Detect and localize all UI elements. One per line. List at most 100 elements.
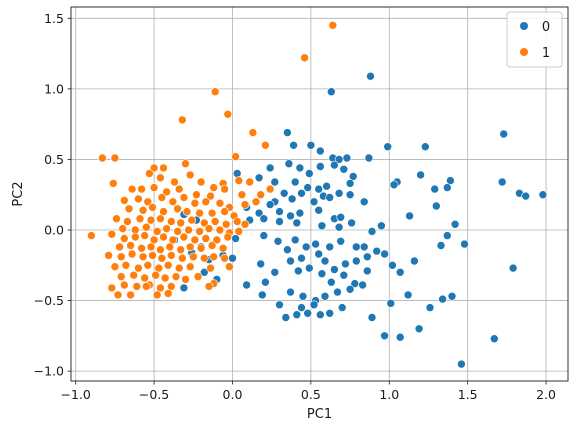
scatter-point-1: [168, 197, 178, 207]
x-ticks: −1.0 −0.5 0.0 0.5 1.0 1.5 2.0: [61, 381, 556, 402]
scatter-point-0: [315, 310, 325, 320]
scatter-point-0: [330, 265, 339, 274]
scatter-point-1: [134, 263, 143, 273]
scatter-point-1: [221, 220, 231, 229]
scatter-point-0: [283, 128, 292, 137]
scatter-point-1: [143, 197, 153, 207]
scatter-point-1: [174, 263, 184, 273]
scatter-point-0: [364, 153, 374, 163]
scatter-point-1: [154, 263, 164, 273]
scatter-point-0: [179, 283, 189, 293]
scatter-point-1: [146, 215, 156, 225]
scatter-point-1: [116, 252, 126, 262]
data-points: [87, 20, 548, 369]
scatter-point-0: [286, 256, 295, 266]
scatter-point-1: [185, 262, 195, 272]
scatter-point-1: [138, 252, 148, 262]
scatter-point-0: [442, 183, 452, 192]
scatter-point-0: [301, 242, 311, 252]
scatter-point-1: [163, 289, 173, 298]
scatter-point-0: [297, 253, 306, 263]
scatter-point-1: [176, 245, 185, 254]
scatter-point-0: [303, 308, 313, 318]
scatter-point-1: [149, 163, 159, 173]
x-tick-label: 0.5: [301, 387, 321, 402]
scatter-point-0: [430, 184, 440, 194]
scatter-point-0: [286, 211, 295, 221]
scatter-point-1: [148, 251, 157, 260]
scatter-point-0: [304, 169, 314, 178]
scatter-point-1: [109, 179, 118, 188]
scatter-point-0: [362, 252, 372, 262]
scatter-point-0: [228, 253, 237, 263]
scatter-point-1: [162, 224, 171, 233]
scatter-point-0: [309, 300, 319, 310]
scatter-point-1: [127, 184, 137, 194]
x-tick-label: 1.5: [458, 387, 478, 402]
scatter-point-1: [148, 203, 157, 212]
scatter-point-1: [209, 252, 218, 262]
scatter-point-0: [336, 213, 346, 222]
scatter-point-0: [438, 294, 447, 304]
scatter-point-1: [135, 214, 145, 223]
scatter-point-1: [157, 193, 167, 202]
scatter-point-0: [366, 71, 375, 81]
scatter-point-0: [292, 310, 302, 320]
scatter-point-1: [195, 208, 204, 218]
scatter-point-0: [283, 245, 292, 254]
scatter-point-0: [317, 221, 327, 231]
scatter-point-0: [420, 142, 430, 151]
scatter-point-0: [348, 172, 358, 181]
scatter-point-1: [110, 153, 120, 163]
scatter-point-1: [173, 227, 182, 236]
scatter-point-1: [204, 224, 214, 233]
scatter-point-0: [388, 260, 397, 270]
y-tick-label: 1.5: [44, 11, 64, 26]
scatter-point-1: [200, 253, 209, 263]
y-axis-label: PC2: [11, 181, 26, 206]
scatter-point-0: [410, 256, 419, 266]
scatter-point-0: [362, 266, 372, 276]
scatter-point-0: [292, 218, 302, 228]
scatter-point-1: [174, 184, 184, 194]
scatter-point-1: [185, 170, 195, 180]
scatter-point-1: [113, 290, 123, 300]
scatter-point-1: [240, 220, 250, 229]
scatter-point-1: [215, 198, 225, 208]
scatter-point-1: [218, 244, 228, 253]
scatter-point-0: [341, 259, 350, 269]
scatter-point-0: [289, 141, 298, 150]
scatter-point-0: [298, 291, 308, 301]
scatter-point-1: [182, 207, 192, 216]
scatter-point-0: [359, 197, 369, 207]
scatter-point-1: [126, 241, 135, 250]
scatter-point-1: [185, 242, 195, 252]
scatter-point-0: [347, 218, 356, 228]
scatter-point-1: [223, 110, 233, 119]
scatter-point-1: [184, 225, 193, 235]
scatter-point-1: [157, 253, 167, 263]
scatter-point-1: [167, 217, 176, 226]
scatter-point-0: [450, 220, 460, 229]
scatter-point-0: [304, 263, 314, 273]
scatter-point-1: [107, 229, 117, 239]
x-tick-label: −0.5: [139, 387, 169, 402]
scatter-point-0: [293, 266, 303, 276]
scatter-point-1: [118, 224, 127, 233]
scatter-point-1: [120, 280, 129, 290]
scatter-point-0: [358, 280, 367, 290]
scatter-point-0: [345, 179, 355, 188]
scatter-point-0: [377, 221, 386, 231]
x-tick-label: 0.0: [223, 387, 243, 402]
scatter-point-1: [131, 232, 140, 242]
scatter-point-0: [489, 334, 499, 344]
scatter-point-0: [521, 191, 531, 201]
scatter-point-1: [170, 177, 179, 187]
scatter-point-0: [538, 190, 548, 199]
scatter-point-1: [165, 242, 175, 252]
scatter-point-1: [201, 197, 211, 207]
scatter-point-1: [142, 282, 151, 291]
scatter-point-1: [196, 244, 206, 253]
scatter-point-1: [159, 232, 168, 242]
scatter-point-0: [497, 177, 507, 187]
